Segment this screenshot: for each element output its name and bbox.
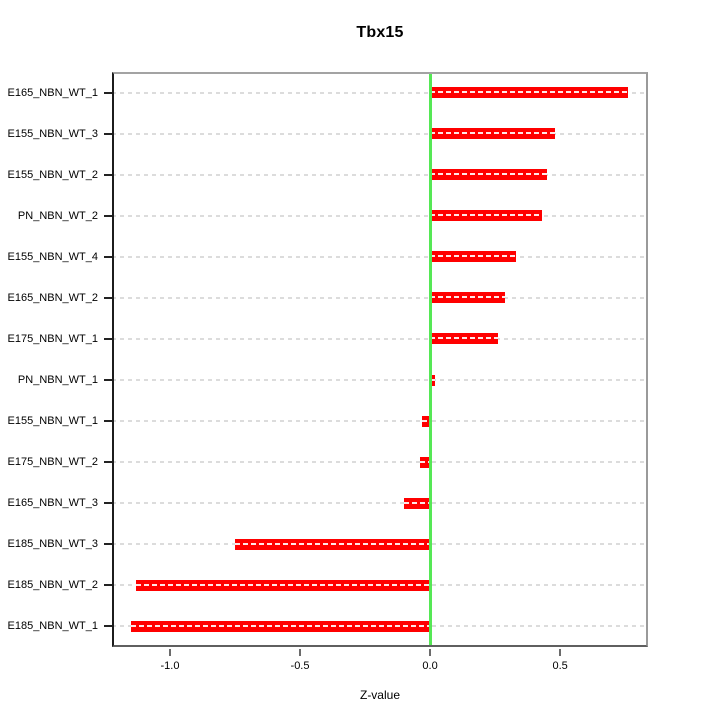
y-axis-label: E185_NBN_WT_2 <box>7 579 99 592</box>
bar <box>430 87 628 99</box>
zero-reference-line <box>428 72 432 647</box>
x-axis-tick <box>559 649 562 656</box>
gridline <box>112 255 648 258</box>
y-axis-tick <box>104 255 112 258</box>
bar <box>430 333 498 345</box>
y-axis-label: E185_NBN_WT_3 <box>7 538 99 551</box>
x-axis-tick <box>299 649 302 656</box>
chart-title: Tbx15 <box>356 24 404 41</box>
x-axis-tick-label: 0.0 <box>422 660 438 672</box>
y-axis-tick <box>104 173 112 176</box>
gridline <box>112 379 648 382</box>
y-axis-tick <box>104 337 112 340</box>
bar <box>419 456 431 468</box>
bar <box>430 128 555 140</box>
bar <box>404 497 431 509</box>
bar <box>136 579 431 591</box>
x-axis-tick <box>168 649 171 656</box>
x-axis-title: Z-value <box>359 688 400 702</box>
gridline <box>112 91 648 94</box>
gridline <box>112 461 648 464</box>
y-axis-label: E155_NBN_WT_3 <box>7 127 99 140</box>
bar-dash-overlay <box>430 91 628 94</box>
gridline <box>112 296 648 299</box>
bar-dash-overlay <box>430 255 516 258</box>
y-axis-tick <box>104 584 112 587</box>
gridline <box>112 214 648 217</box>
bar-dash-overlay <box>422 419 431 422</box>
y-axis-tick <box>104 214 112 217</box>
bar-dash-overlay <box>430 214 542 217</box>
bar-dash-overlay <box>404 501 431 504</box>
plot-box-border <box>112 72 648 647</box>
y-axis-tick <box>104 461 112 464</box>
y-axis-label: PN_NBN_WT_2 <box>17 209 98 222</box>
bar <box>130 620 431 632</box>
plot-area <box>112 72 648 647</box>
x-axis-tick-label: -0.5 <box>290 660 310 672</box>
bar-dash-overlay <box>430 337 498 340</box>
x-axis-tick-label: -1.0 <box>160 660 180 672</box>
bar-dash-overlay <box>430 296 506 299</box>
y-axis-tick <box>104 543 112 546</box>
bar <box>430 169 548 181</box>
y-axis-tick <box>104 379 112 382</box>
y-axis-label: E155_NBN_WT_4 <box>7 250 99 263</box>
bar <box>430 374 436 386</box>
bar-dash-overlay <box>130 624 431 627</box>
bar <box>422 415 431 427</box>
gridline <box>112 337 648 340</box>
bar <box>430 251 516 263</box>
y-axis-label: E175_NBN_WT_2 <box>7 456 99 469</box>
y-axis-label: E175_NBN_WT_1 <box>7 332 99 345</box>
bar <box>235 538 431 550</box>
bar-dash-overlay <box>136 583 431 586</box>
gridline <box>112 502 648 505</box>
bar-dash-overlay <box>430 132 555 135</box>
gridline <box>112 420 648 423</box>
bar <box>430 292 506 304</box>
bar-dash-overlay <box>430 173 548 176</box>
y-axis-label: E155_NBN_WT_1 <box>7 415 99 428</box>
bar-dash-overlay <box>235 542 431 545</box>
bar-dash-overlay <box>430 378 436 381</box>
y-axis-label: PN_NBN_WT_1 <box>17 374 98 387</box>
y-axis-tick <box>104 625 112 628</box>
y-axis-label: E185_NBN_WT_1 <box>7 620 99 633</box>
bar <box>430 210 542 222</box>
bar-dash-overlay <box>419 460 431 463</box>
y-axis-tick <box>104 132 112 135</box>
y-axis-label: E155_NBN_WT_2 <box>7 168 99 181</box>
y-axis-tick <box>104 296 112 299</box>
gridline <box>112 132 648 135</box>
y-axis-tick <box>104 502 112 505</box>
y-axis-tick <box>104 420 112 423</box>
y-axis-label: E165_NBN_WT_3 <box>7 497 99 510</box>
y-axis-label: E165_NBN_WT_1 <box>7 86 99 99</box>
x-axis-tick <box>429 649 432 656</box>
x-axis-tick-label: 0.5 <box>552 660 568 672</box>
y-axis-label: E165_NBN_WT_2 <box>7 291 99 304</box>
y-axis-tick <box>104 91 112 94</box>
gridline <box>112 173 648 176</box>
